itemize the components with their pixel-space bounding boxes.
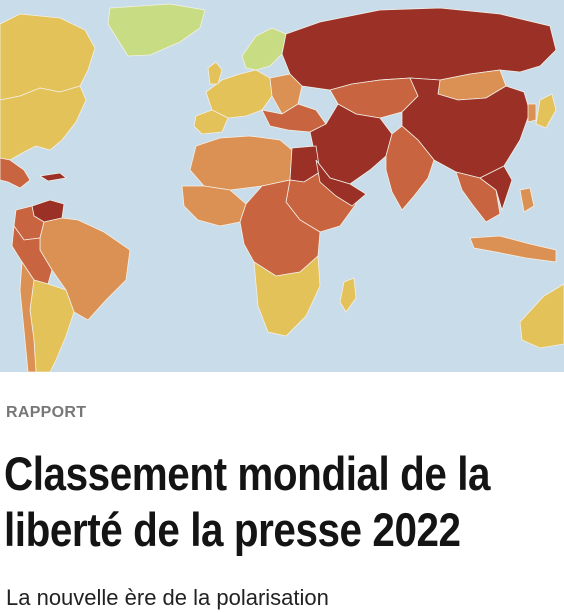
region-indonesia: [469, 235, 557, 263]
world-press-freedom-map[interactable]: [0, 0, 564, 372]
region-caribbean: [38, 172, 67, 182]
article-subtitle: La nouvelle ère de la polarisation: [6, 585, 329, 610]
region-philippines: [519, 187, 535, 213]
region-greenland: [107, 3, 206, 57]
region-peru-bolivia: [11, 224, 53, 285]
region-india: [385, 125, 435, 211]
article-title[interactable]: Classement mondial de la liberté de la p…: [4, 446, 563, 558]
world-map-svg: [0, 3, 564, 372]
region-madagascar: [339, 277, 357, 313]
region-north-africa: [189, 135, 293, 191]
article-title-line2: liberté de la presse 2022: [4, 503, 461, 556]
region-uk: [207, 61, 223, 85]
region-chile: [19, 260, 37, 372]
region-usa: [0, 85, 87, 161]
article-title-line1: Classement mondial de la: [4, 447, 491, 500]
region-japan: [535, 93, 557, 129]
region-southern-africa: [253, 255, 321, 337]
region-korea: [527, 103, 537, 123]
article-category: RAPPORT: [6, 404, 87, 421]
region-australia: [519, 283, 564, 349]
region-arabian-peninsula: [315, 159, 367, 207]
region-iberia: [193, 109, 229, 135]
region-china: [401, 77, 531, 179]
region-mexico: [0, 157, 31, 189]
region-vietnam: [479, 165, 513, 212]
